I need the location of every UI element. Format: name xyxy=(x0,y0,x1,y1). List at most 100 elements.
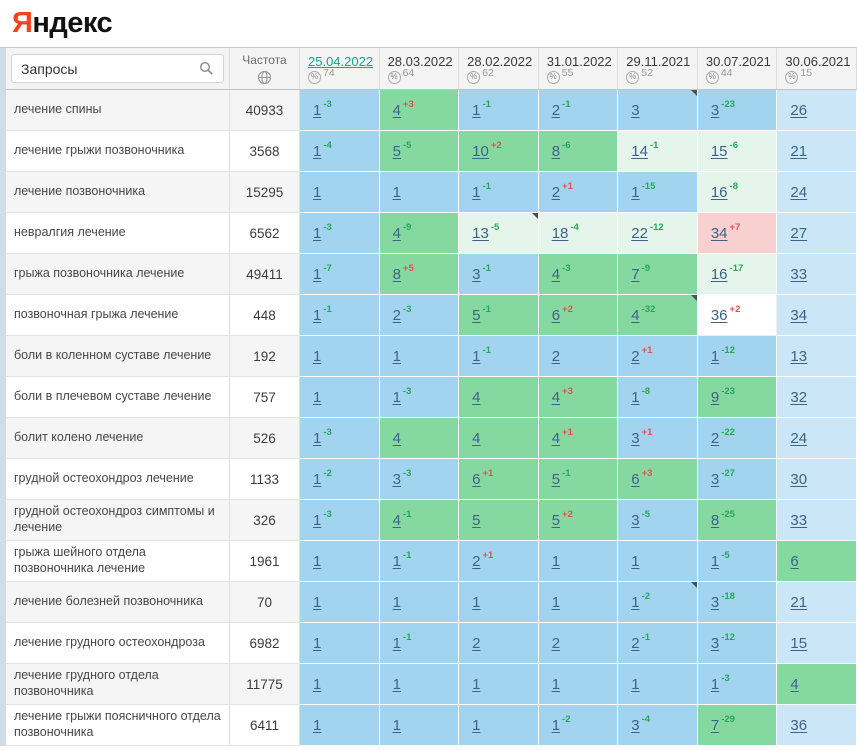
date-label[interactable]: 29.11.2021 xyxy=(626,53,691,69)
position-link[interactable]: 1 xyxy=(392,593,401,611)
position-cell[interactable]: 1 -8 xyxy=(618,377,698,418)
position-cell[interactable]: 32 xyxy=(777,377,857,418)
position-link[interactable]: 1 xyxy=(551,552,561,570)
position-link[interactable]: 1 xyxy=(313,675,322,693)
position-cell[interactable]: 1 xyxy=(300,664,380,705)
position-cell[interactable]: 1 xyxy=(538,582,619,623)
position-link[interactable]: 3 xyxy=(631,101,640,119)
position-link[interactable]: 1 xyxy=(631,552,640,570)
date-column-header[interactable]: 30.06.2021% 15 xyxy=(777,48,857,89)
position-link[interactable]: 34 xyxy=(790,306,808,324)
query-cell[interactable]: грудной остеохондроз лечение xyxy=(6,459,230,500)
position-link[interactable]: 2 xyxy=(392,306,401,324)
position-cell[interactable]: 4 +1 xyxy=(538,418,619,459)
position-link[interactable]: 1 xyxy=(313,306,322,324)
position-cell[interactable]: 15 -6 xyxy=(697,131,778,172)
position-link[interactable]: 3 xyxy=(710,470,720,488)
position-cell[interactable]: 15 xyxy=(777,623,857,664)
position-cell[interactable]: 3 -5 xyxy=(618,500,698,541)
position-cell[interactable]: 1 -3 xyxy=(379,377,460,418)
position-cell[interactable]: 1 -3 xyxy=(697,664,778,705)
position-cell[interactable]: 3 -18 xyxy=(697,582,778,623)
position-cell[interactable]: 3 -3 xyxy=(379,459,460,500)
position-cell[interactable]: 3 -12 xyxy=(697,623,778,664)
date-label[interactable]: 28.03.2022 xyxy=(387,53,453,69)
position-link[interactable]: 3 xyxy=(472,265,481,283)
position-link[interactable]: 3 xyxy=(710,593,720,611)
position-link[interactable]: 1 xyxy=(710,347,720,365)
position-cell[interactable]: 13 -5 xyxy=(459,213,539,254)
position-cell[interactable]: 33 xyxy=(777,254,857,295)
position-cell[interactable]: 5 xyxy=(459,500,539,541)
position-link[interactable]: 4 xyxy=(472,388,481,406)
position-link[interactable]: 1 xyxy=(631,388,640,406)
query-text[interactable]: невралгия лечение xyxy=(14,225,126,240)
position-link[interactable]: 1 xyxy=(631,183,640,201)
position-link[interactable]: 4 xyxy=(551,388,561,406)
query-text[interactable]: болит колено лечение xyxy=(14,430,144,445)
query-cell[interactable]: лечение грыжи позвоночника xyxy=(6,131,230,172)
position-cell[interactable]: 1 xyxy=(618,541,698,582)
position-cell[interactable]: 1 -1 xyxy=(300,295,380,336)
position-cell[interactable]: 1 -12 xyxy=(697,336,778,377)
query-text[interactable]: лечение позвоночника xyxy=(14,184,146,199)
query-cell[interactable]: лечение грудного отдела позвоночника xyxy=(6,664,230,705)
position-cell[interactable]: 4 xyxy=(459,377,539,418)
position-link[interactable]: 5 xyxy=(551,470,561,488)
position-link[interactable]: 27 xyxy=(790,224,808,242)
position-cell[interactable]: 22 -12 xyxy=(618,213,698,254)
position-link[interactable]: 1 xyxy=(472,593,481,611)
position-link[interactable]: 3 xyxy=(631,511,640,529)
position-link[interactable]: 30 xyxy=(790,470,808,488)
position-cell[interactable]: 3 -27 xyxy=(697,459,778,500)
query-search-input[interactable]: Запросы xyxy=(11,54,224,83)
position-link[interactable]: 36 xyxy=(710,306,728,324)
position-cell[interactable]: 1 xyxy=(300,172,380,213)
position-link[interactable]: 1 xyxy=(392,634,401,652)
position-cell[interactable]: 1 -5 xyxy=(697,541,778,582)
position-link[interactable]: 2 xyxy=(551,183,561,201)
position-link[interactable]: 2 xyxy=(551,101,561,119)
position-cell[interactable]: 4 -9 xyxy=(379,213,460,254)
position-link[interactable]: 3 xyxy=(392,470,401,488)
position-link[interactable]: 1 xyxy=(313,634,322,652)
position-link[interactable]: 33 xyxy=(790,511,808,529)
position-cell[interactable]: 1 -1 xyxy=(379,623,460,664)
position-link[interactable]: 3 xyxy=(710,634,720,652)
position-cell[interactable]: 1 xyxy=(459,582,539,623)
query-cell[interactable]: лечение грыжи поясничного отдела позвоно… xyxy=(6,705,230,746)
position-link[interactable]: 2 xyxy=(472,634,481,652)
position-link[interactable]: 4 xyxy=(392,101,401,119)
position-cell[interactable]: 2 +1 xyxy=(618,336,698,377)
position-cell[interactable]: 2 +1 xyxy=(459,541,539,582)
position-cell[interactable]: 2 -1 xyxy=(618,623,698,664)
position-cell[interactable]: 1 xyxy=(379,172,460,213)
position-link[interactable]: 16 xyxy=(710,183,728,201)
query-text[interactable]: грудной остеохондроз симптомы и лечение xyxy=(14,504,215,534)
position-link[interactable]: 3 xyxy=(710,101,720,119)
query-text[interactable]: позвоночная грыжа лечение xyxy=(14,307,179,322)
left-panel-edge[interactable] xyxy=(0,48,6,746)
position-cell[interactable]: 8 -6 xyxy=(538,131,619,172)
position-link[interactable]: 8 xyxy=(551,142,561,160)
position-cell[interactable]: 33 xyxy=(777,500,857,541)
position-link[interactable]: 1 xyxy=(551,675,561,693)
position-cell[interactable]: 1 -3 xyxy=(300,213,380,254)
position-link[interactable]: 9 xyxy=(710,388,720,406)
position-cell[interactable]: 1 -2 xyxy=(538,705,619,746)
position-cell[interactable]: 1 xyxy=(379,336,460,377)
date-label[interactable]: 30.06.2021 xyxy=(785,53,851,69)
position-cell[interactable]: 5 -1 xyxy=(538,459,619,500)
position-cell[interactable]: 1 -1 xyxy=(459,336,539,377)
position-link[interactable]: 6 xyxy=(472,470,481,488)
query-cell[interactable]: лечение спины xyxy=(6,90,230,131)
query-cell[interactable]: лечение болезней позвоночника xyxy=(6,582,230,623)
position-cell[interactable]: 1 -7 xyxy=(300,254,380,295)
position-cell[interactable]: 24 xyxy=(777,172,857,213)
position-link[interactable]: 15 xyxy=(710,142,728,160)
position-cell[interactable]: 1 xyxy=(379,582,460,623)
position-link[interactable]: 5 xyxy=(392,142,401,160)
position-link[interactable]: 1 xyxy=(313,142,322,160)
position-link[interactable]: 1 xyxy=(313,265,322,283)
position-link[interactable]: 15 xyxy=(790,634,808,652)
